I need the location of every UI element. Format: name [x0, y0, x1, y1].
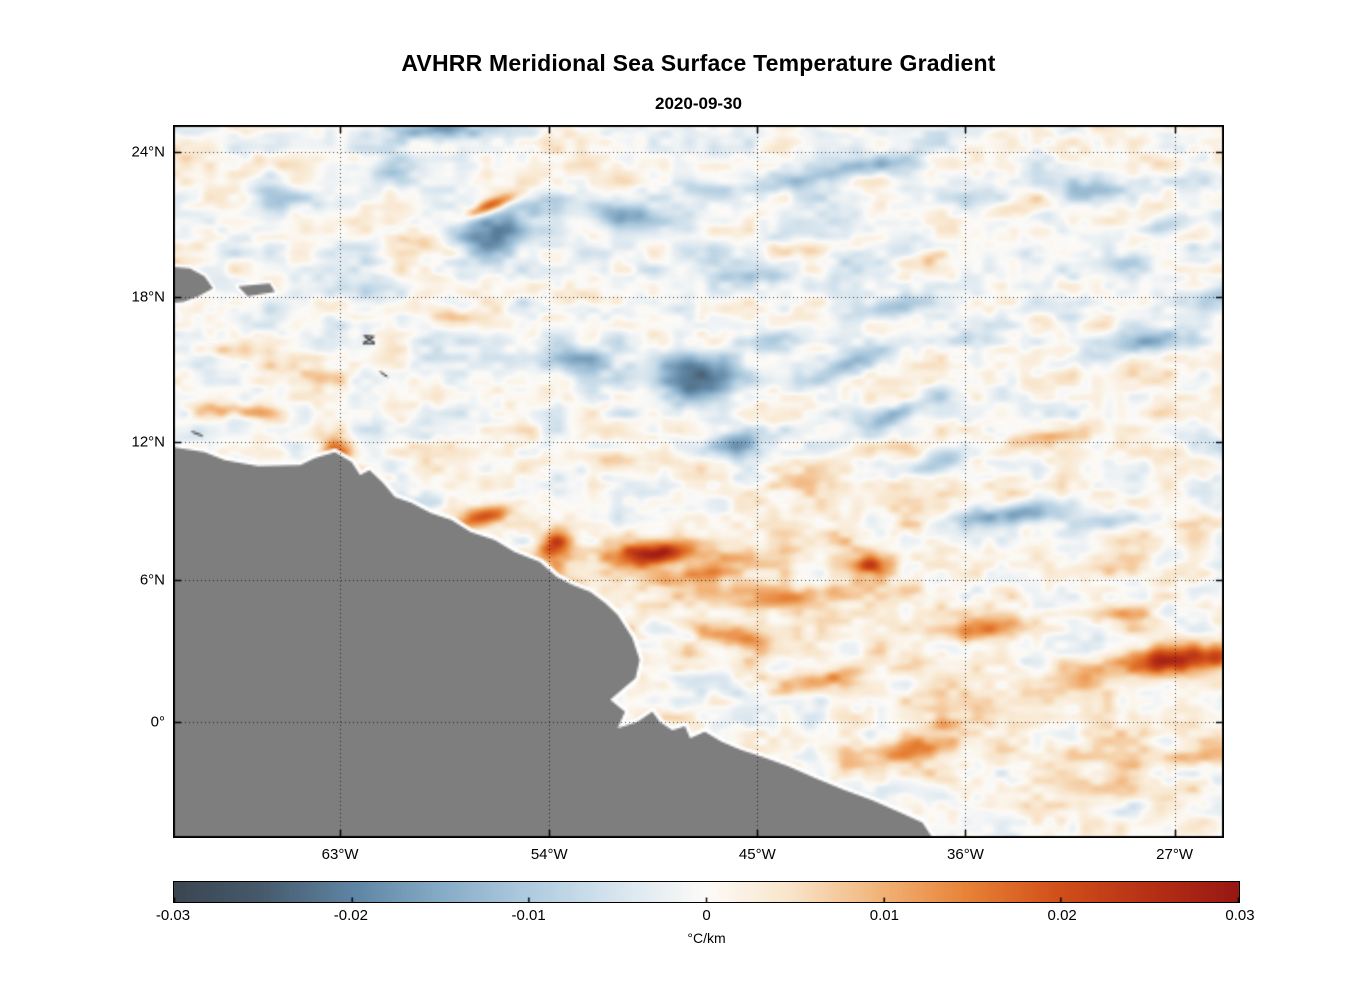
colorbar-tick-label: 0 — [702, 907, 711, 924]
colorbar-tick-label: 0.02 — [1047, 907, 1077, 924]
colorbar-tick-label: 0.03 — [1225, 907, 1255, 924]
y-tick-label: 12°N — [131, 433, 165, 451]
x-tick-label: 27°W — [1156, 846, 1194, 863]
x-tick-label: 54°W — [530, 846, 568, 863]
y-tick-label: 18°N — [131, 288, 165, 306]
colorbar — [173, 881, 1240, 903]
chart-date-subtitle: 2020-09-30 — [655, 94, 742, 113]
x-tick-label: 45°W — [738, 846, 776, 863]
x-tick-label: 36°W — [947, 846, 984, 863]
map-plot-area — [173, 125, 1224, 838]
y-tick-label: 0° — [150, 713, 165, 731]
colorbar-unit-label: °C/km — [687, 930, 726, 946]
colorbar-tick-label: -0.01 — [511, 907, 546, 924]
colorbar-tick-label: -0.03 — [155, 907, 191, 924]
y-tick-label: 6°N — [139, 571, 165, 589]
colorbar-gradient — [174, 882, 1239, 902]
x-tick-label: 63°W — [321, 846, 359, 863]
y-tick-label: 24°N — [131, 143, 165, 161]
colorbar-tick-label: -0.02 — [333, 907, 368, 924]
grid-and-ticks-overlay — [173, 125, 1224, 838]
chart-title: AVHRR Meridional Sea Surface Temperature… — [401, 50, 996, 76]
colorbar-tick-label: 0.01 — [869, 907, 899, 924]
